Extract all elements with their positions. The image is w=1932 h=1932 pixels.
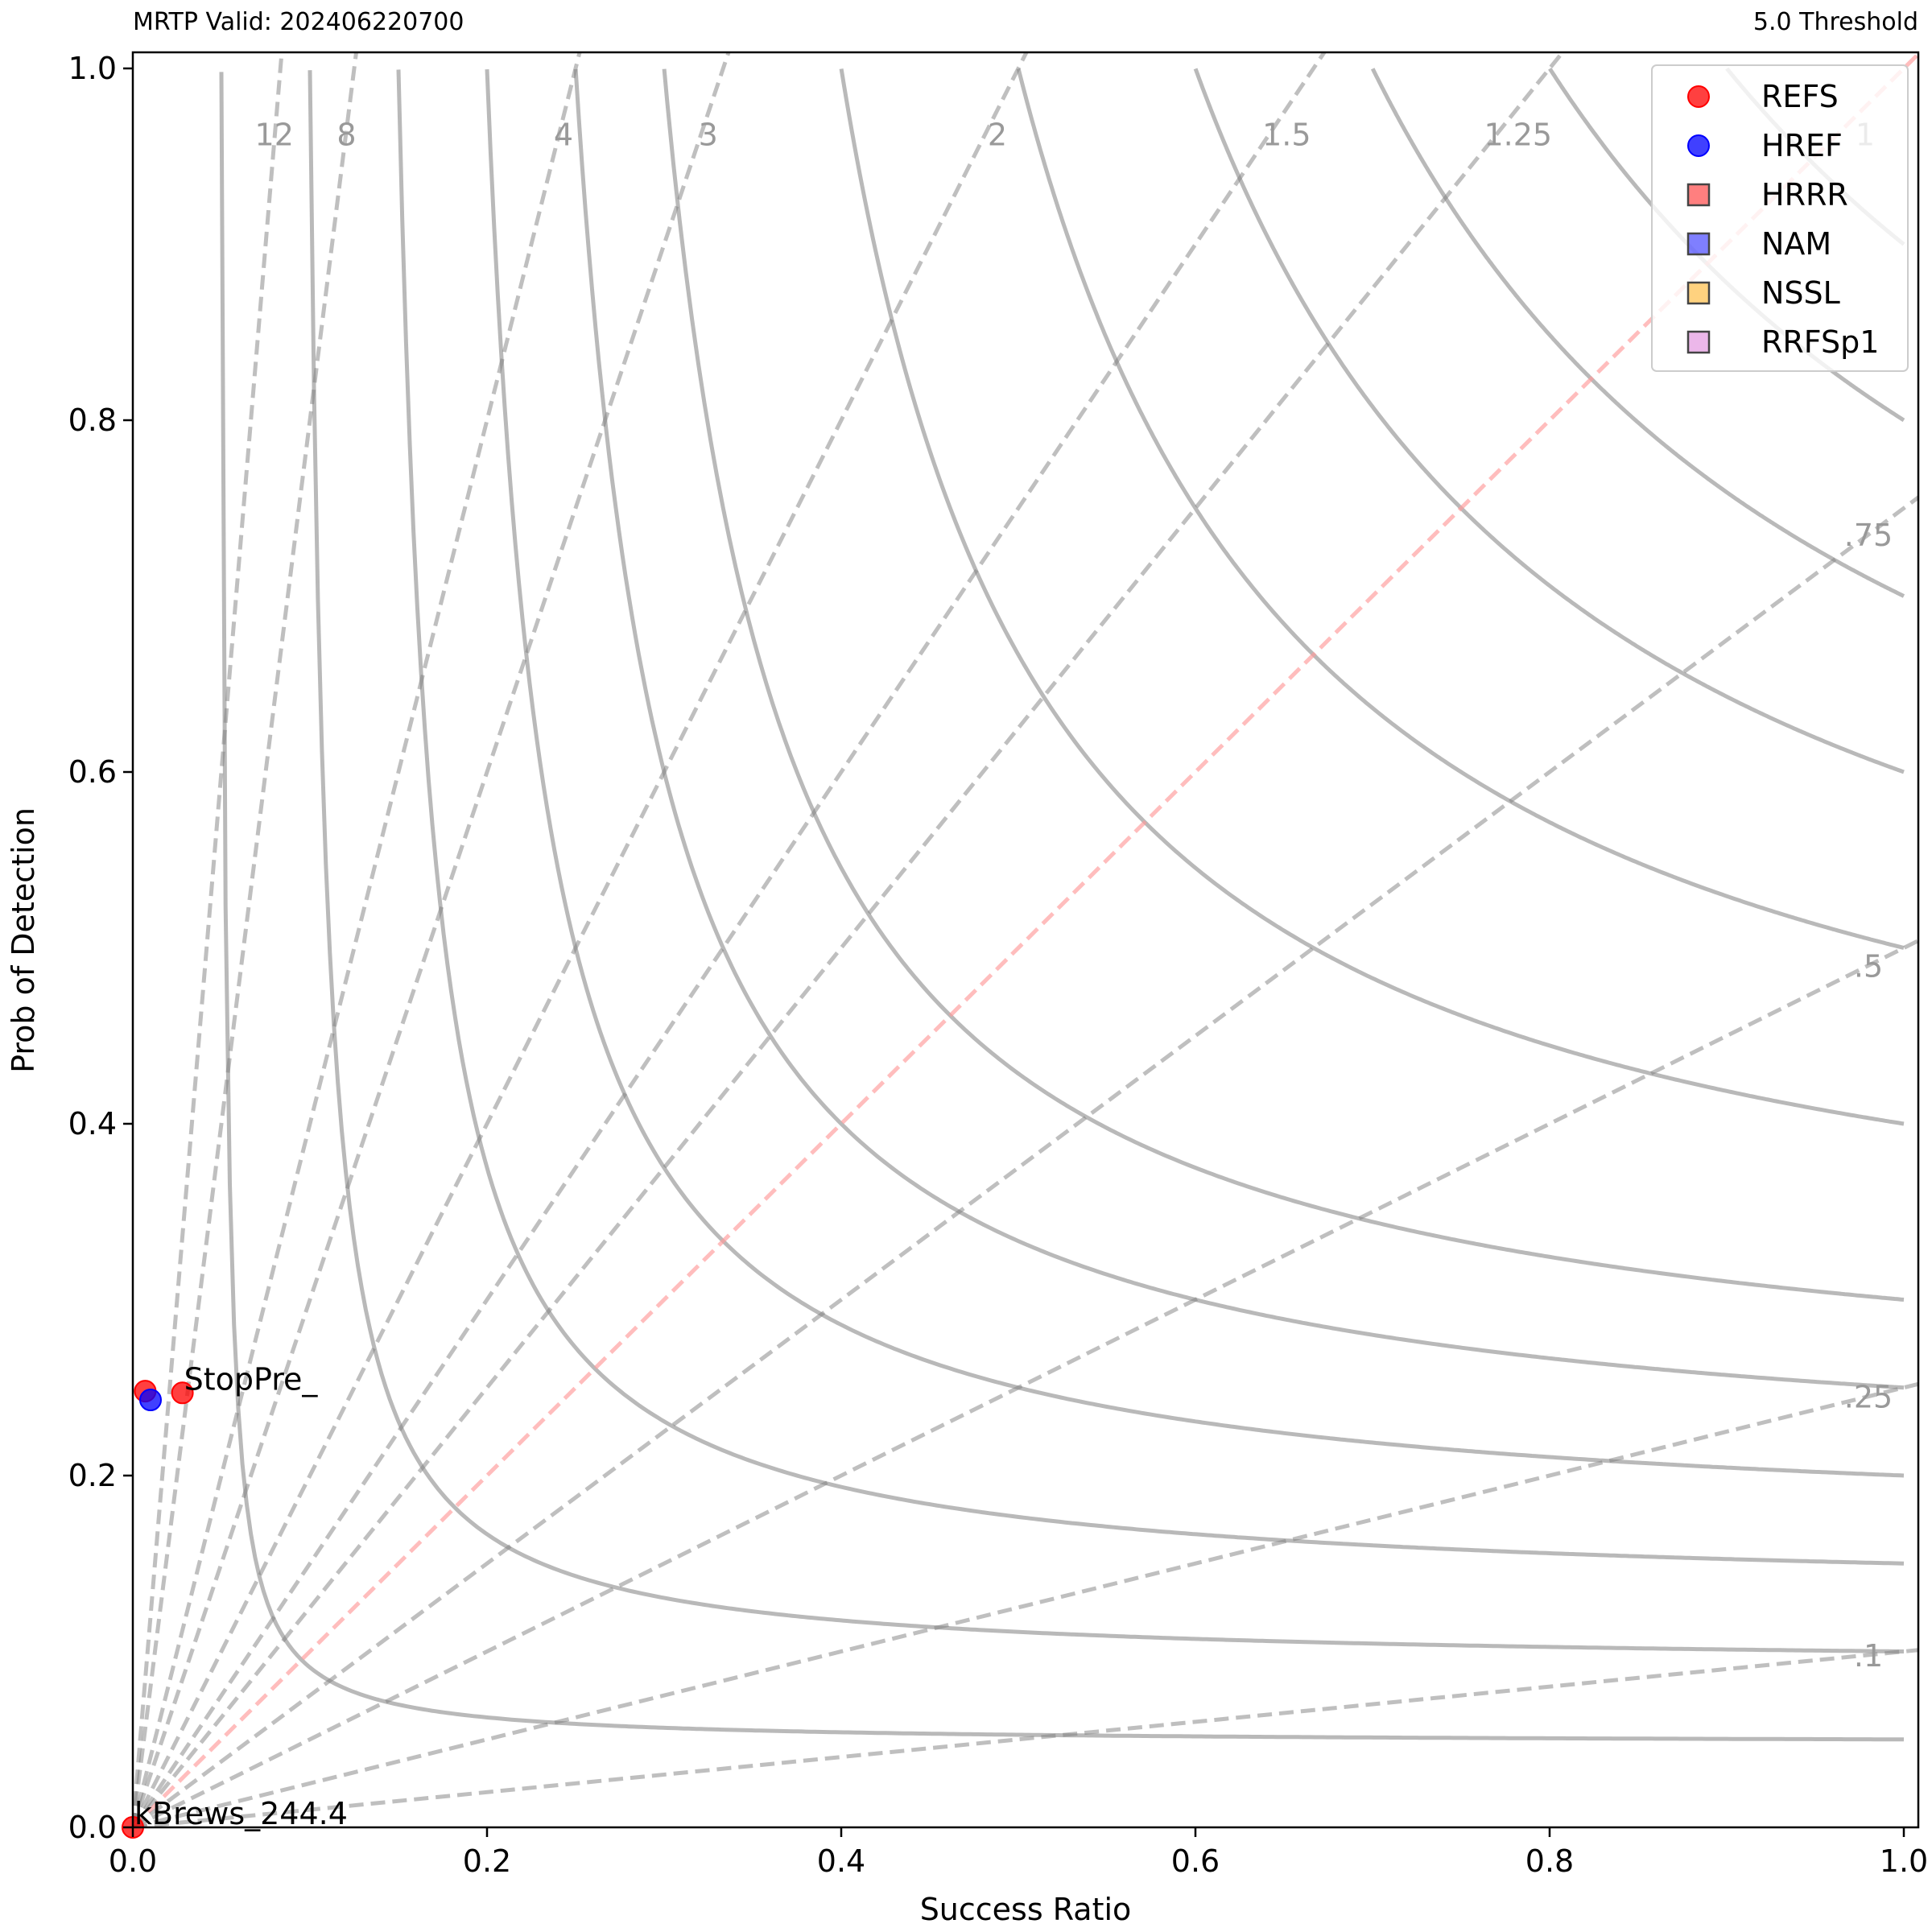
bias-label: 8 (336, 117, 356, 152)
bias-line (133, 1381, 1918, 1827)
legend-label: NSSL (1761, 275, 1840, 311)
csi-contour-line (573, 68, 1905, 1390)
bias-label: 1.5 (1262, 117, 1311, 152)
bias-label: 2 (988, 117, 1007, 152)
axis-ticks: 0.0 0.2 0.4 0.6 0.8 1.0 0.0 0.2 0.4 0.6 0.8 1.0 (68, 51, 1929, 1879)
csi-contour-line (1370, 68, 1905, 598)
legend-label: HRRR (1761, 177, 1848, 213)
plot-frame (131, 51, 1920, 1829)
bias-label: .1 (1854, 1638, 1883, 1674)
legend-marker (1686, 232, 1711, 256)
bias-label: .25 (1844, 1380, 1893, 1415)
point-annotations: StopPre_ kBrews_244.4 (134, 1361, 348, 1831)
y-tick-label: 0.0 (68, 1810, 117, 1845)
bias-line (133, 52, 731, 1827)
point-annotation: kBrews_244.4 (134, 1796, 348, 1831)
legend-label: HREF (1761, 128, 1843, 163)
x-tick-label: 0.8 (1525, 1843, 1574, 1879)
x-tick-label: 0.6 (1171, 1843, 1220, 1879)
csi-contour-line (219, 72, 1905, 1742)
legend-marker (1686, 183, 1711, 207)
chart-title-right: 5.0 Threshold (1753, 8, 1918, 36)
csi-contour-line (308, 70, 1904, 1653)
chart-title-left: MRTP Valid: 202406220700 (133, 8, 464, 36)
data-point-href (139, 1389, 162, 1412)
data-point-refs (171, 1381, 194, 1405)
bias-line (133, 52, 284, 1827)
y-tick-label: 0.8 (68, 402, 117, 438)
bias-line (133, 52, 1918, 1827)
bias-label: .75 (1844, 518, 1893, 553)
bias-label: 3 (699, 117, 718, 152)
legend-marker (1686, 330, 1711, 354)
legend-label: NAM (1761, 226, 1831, 262)
csi-contour-line (1193, 68, 1905, 774)
legend-marker (1687, 85, 1710, 108)
legend-label: REFS (1761, 79, 1839, 114)
bias-label: 4 (554, 117, 573, 152)
bias-line (133, 52, 1029, 1827)
x-tick-label: 1.0 (1880, 1843, 1928, 1879)
bias-line (133, 52, 1327, 1827)
bias-line (133, 938, 1918, 1827)
bias-line (133, 52, 359, 1827)
bias-line (133, 494, 1918, 1827)
bias-lines (133, 52, 1918, 1827)
csi-contour-line (396, 69, 1905, 1566)
y-axis-label: Prob of Detection (6, 807, 41, 1073)
legend-marker (1687, 134, 1710, 157)
bias-line (133, 1648, 1918, 1827)
bias-line (133, 52, 1566, 1827)
point-annotation: StopPre_ (184, 1361, 319, 1397)
csi-contour-line (839, 68, 1905, 1126)
legend-box (1651, 64, 1909, 372)
x-tick-label: 0.0 (109, 1843, 157, 1879)
x-tick-label: 0.2 (463, 1843, 511, 1879)
bias-label: .5 (1854, 948, 1883, 984)
y-tick-label: 0.6 (68, 754, 117, 790)
x-tick-label: 0.4 (817, 1843, 865, 1879)
data-points (122, 1380, 194, 1839)
csi-contour-line (662, 68, 1905, 1302)
legend-label: RRFSp1 (1761, 324, 1879, 360)
y-tick-label: 0.2 (68, 1458, 117, 1493)
legend-marker (1686, 281, 1711, 305)
y-tick-label: 0.4 (68, 1106, 117, 1141)
bias-line (133, 52, 582, 1827)
csi-contour-line (1016, 68, 1905, 950)
x-axis-label: Success Ratio (920, 1892, 1132, 1927)
bias-label: 12 (255, 117, 294, 152)
bias-label: 1.25 (1484, 117, 1552, 152)
y-tick-label: 1.0 (68, 51, 117, 86)
legend: REFS HREF HRRR NAM NSSL RRFSp1 (1651, 64, 1909, 372)
